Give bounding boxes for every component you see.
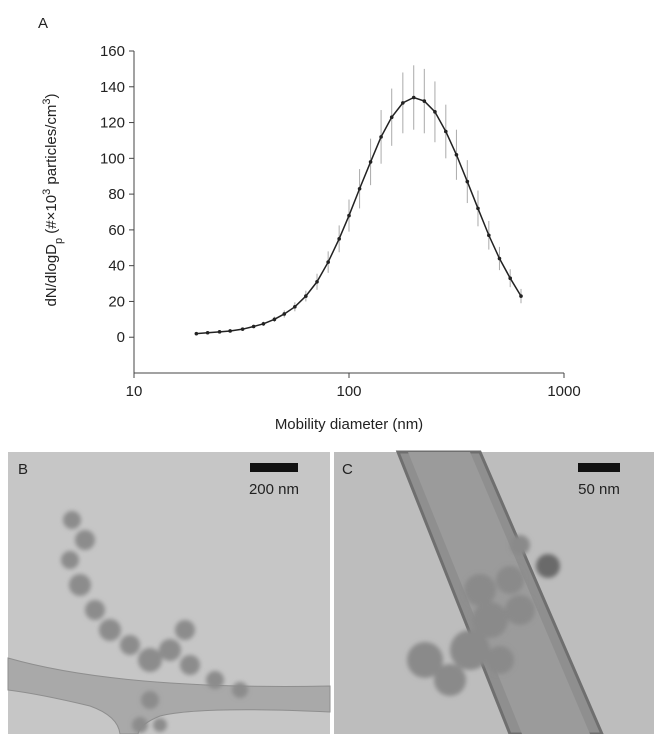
scale-bar-label: 50 nm — [578, 481, 620, 498]
data-point — [476, 206, 480, 211]
y-tick-label: 100 — [100, 150, 125, 167]
data-point — [368, 160, 373, 164]
data-point — [205, 330, 210, 335]
data-point — [228, 329, 232, 333]
data-point — [444, 129, 448, 134]
y-tick-label: 40 — [108, 258, 125, 275]
y-axis-label: dN/dlogDp (#×103 particles/cm3) — [41, 93, 65, 306]
y-tick-label: 80 — [108, 186, 125, 203]
panel-label: C — [342, 461, 353, 478]
data-point — [389, 115, 394, 119]
data-point — [337, 237, 341, 241]
panel-label: B — [18, 461, 28, 478]
y-axis-label-part: 3 — [41, 98, 53, 104]
data-line — [196, 96, 522, 335]
data-point — [261, 322, 266, 326]
data-point — [282, 312, 287, 316]
data-point — [251, 324, 256, 329]
y-tick-label: 140 — [100, 79, 125, 96]
y-tick-label: 20 — [108, 293, 125, 310]
data-point — [272, 317, 277, 322]
panel-b: 200 nm B — [7, 452, 331, 735]
data-point — [465, 179, 470, 184]
particle-aggregate — [407, 535, 560, 696]
data-point — [304, 294, 308, 298]
x-axis-label: Mobility diameter (nm) — [275, 416, 423, 433]
x-tick-label: 1000 — [547, 383, 580, 400]
y-axis-label-part: (#×10 — [43, 195, 60, 238]
scale-bar — [578, 463, 620, 472]
data-point — [379, 135, 383, 139]
data-point — [347, 213, 351, 218]
y-axis-label-part: ) — [43, 93, 60, 98]
data-point — [487, 233, 491, 238]
x-tick-label: 100 — [336, 383, 361, 400]
y-axis-label-part: 3 — [41, 189, 53, 195]
data-point — [315, 279, 319, 284]
y-tick-label: 120 — [100, 115, 125, 132]
scale-bar — [250, 463, 298, 472]
data-point — [411, 95, 416, 100]
data-point — [217, 330, 222, 334]
data-point — [519, 294, 523, 298]
fiber — [7, 657, 331, 735]
panel-c: 50 nm C — [334, 450, 654, 736]
data-point — [401, 101, 405, 105]
fiber-core — [408, 452, 590, 734]
y-axis-label-part: dN/dlogD — [43, 244, 60, 307]
data-point — [508, 276, 512, 280]
particle-aggregate — [61, 511, 248, 733]
data-point — [454, 152, 459, 157]
data-point — [433, 110, 437, 114]
data-point — [194, 331, 199, 336]
data-point — [293, 305, 297, 309]
y-axis-label-part: p — [53, 238, 65, 244]
panel-label: A — [38, 15, 48, 32]
data-point — [422, 99, 427, 103]
y-tick-label: 0 — [117, 329, 125, 346]
scale-bar-label: 200 nm — [249, 481, 299, 498]
data-point — [497, 256, 502, 261]
data-point — [357, 186, 362, 191]
y-axis-label-part: particles/cm — [43, 105, 60, 189]
x-tick-label: 10 — [126, 383, 143, 400]
y-tick-label: 60 — [108, 222, 125, 239]
y-tick-label: 160 — [100, 43, 125, 60]
data-point — [326, 260, 330, 264]
data-point — [240, 327, 245, 331]
